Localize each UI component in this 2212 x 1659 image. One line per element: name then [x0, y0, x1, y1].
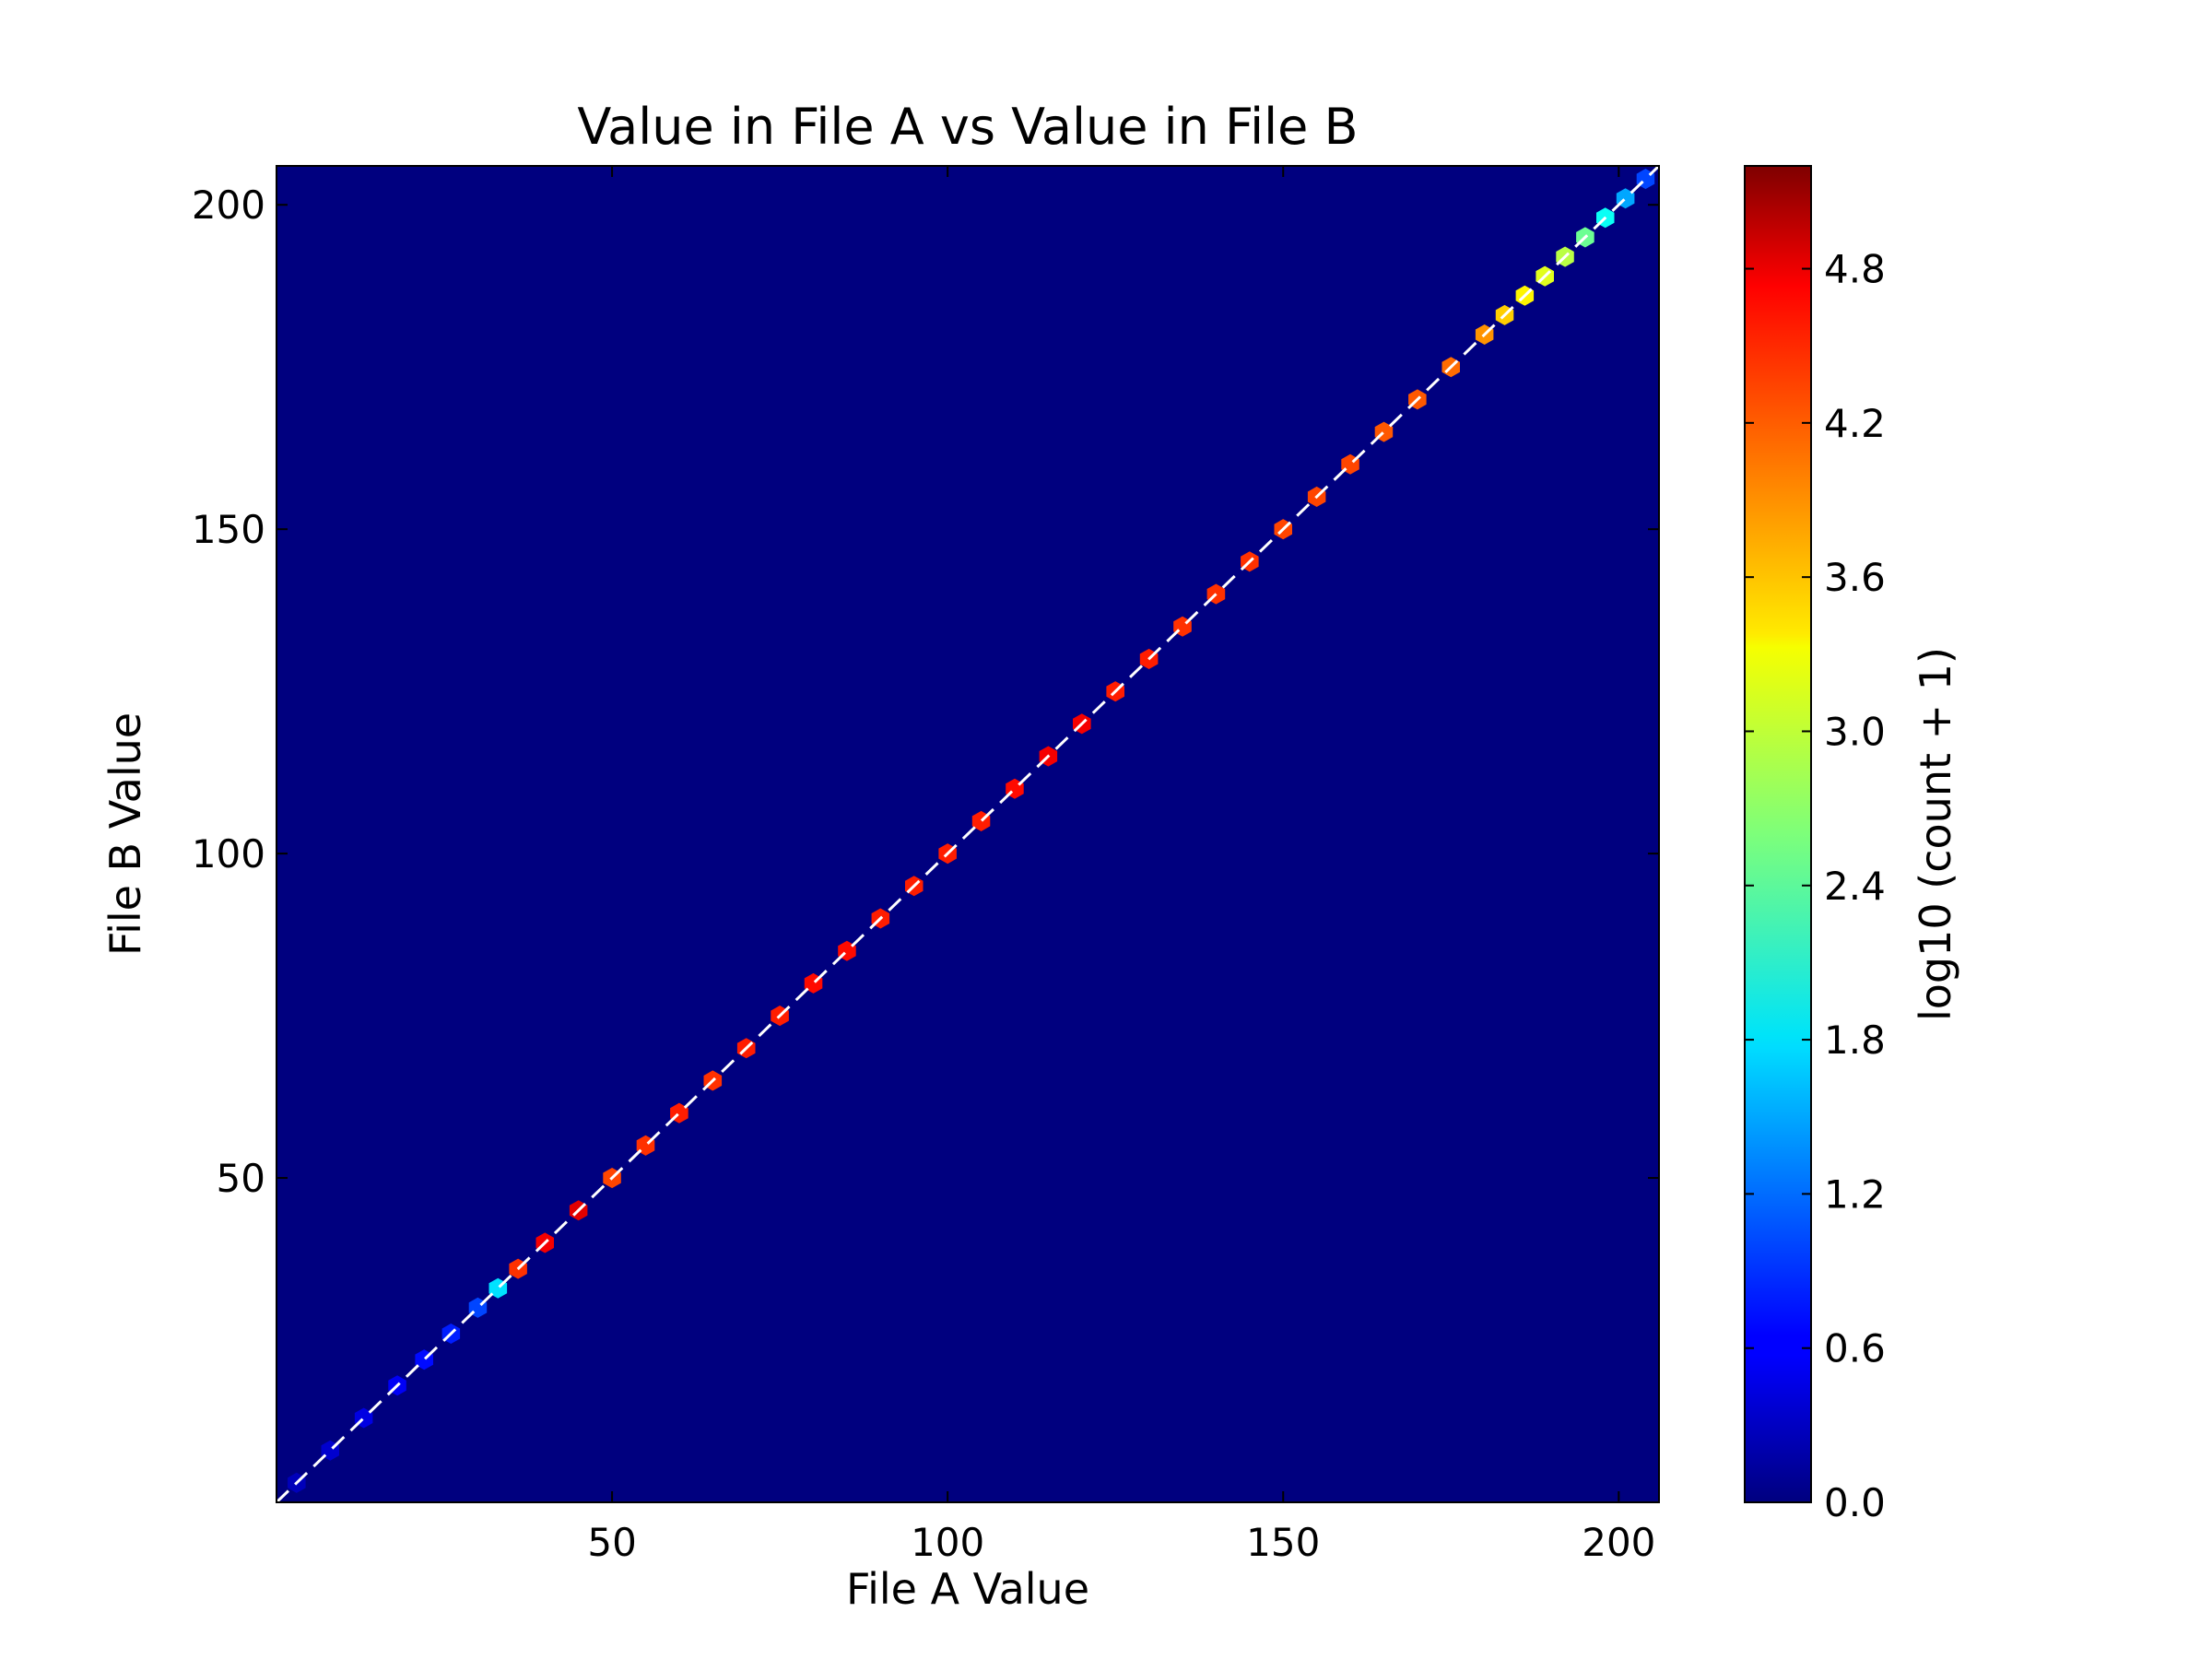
colorbar-tick-label: 3.6	[1824, 555, 1886, 600]
x-axis-ticks: 50 100 150 200	[587, 166, 1655, 1565]
x-axis-label: File A Value	[846, 1564, 1089, 1614]
y-axis-label: File B Value	[100, 712, 150, 956]
colorbar-label: log10 (count + 1)	[1911, 647, 1960, 1021]
x-tick-label: 150	[1246, 1520, 1320, 1565]
y-tick-label: 50	[217, 1156, 265, 1201]
x-tick-label: 100	[911, 1520, 984, 1565]
identity-reference-line	[276, 166, 1659, 1502]
y-tick-label: 150	[192, 507, 265, 552]
colorbar	[1744, 165, 1812, 1503]
x-tick-label: 200	[1582, 1520, 1655, 1565]
colorbar-tick-label: 4.2	[1824, 401, 1886, 446]
colorbar-tick-label: 2.4	[1824, 864, 1886, 909]
colorbar-tick-label: 0.6	[1824, 1326, 1886, 1371]
colorbar-tick-label: 1.2	[1824, 1171, 1886, 1217]
y-tick-label: 200	[192, 182, 265, 228]
colorbar-tick-label: 4.8	[1824, 247, 1886, 292]
y-tick-label: 100	[192, 831, 265, 877]
plot-frame	[276, 165, 1660, 1503]
chart-title: Value in File A vs Value in File B	[577, 98, 1358, 156]
colorbar-tick-label: 3.0	[1824, 709, 1886, 754]
colorbar-ticks: 0.0 0.6 1.2 1.8 2.4 3.0 3.6 4.2 4.8	[1745, 247, 1886, 1525]
colorbar-tick-label: 1.8	[1824, 1018, 1886, 1063]
y-axis-ticks: 50 100 150 200	[192, 182, 1659, 1201]
colorbar-tick-label: 0.0	[1824, 1480, 1886, 1525]
x-tick-label: 50	[587, 1520, 636, 1565]
